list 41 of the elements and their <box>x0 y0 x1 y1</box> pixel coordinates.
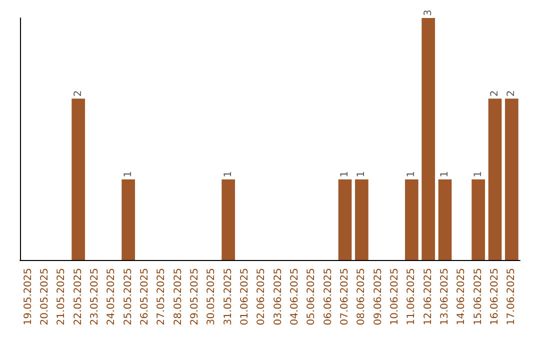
x-tick-label: 24.05.2025 <box>106 268 118 326</box>
x-tick-label: 08.06.2025 <box>356 268 368 326</box>
data-label: 1 <box>356 170 368 178</box>
x-tick-label: 01.06.2025 <box>240 268 250 326</box>
x-tick-label: 10.06.2025 <box>390 268 400 326</box>
x-tick-label: 16.06.2025 <box>490 268 500 326</box>
data-label: 2 <box>72 90 84 97</box>
data-label: 3 <box>422 10 434 16</box>
x-tick-label: 17.06.2025 <box>506 268 518 326</box>
data-label: 1 <box>222 170 234 178</box>
x-tick-label: 11.06.2025 <box>406 268 418 326</box>
x-tick-label: 03.06.2025 <box>272 268 284 326</box>
x-tick-label: 28.05.2025 <box>172 268 184 326</box>
data-label: 1 <box>440 170 450 178</box>
x-tick-label: 30.05.2025 <box>206 268 218 326</box>
data-label: 1 <box>472 170 484 178</box>
x-tick-label: 29.05.2025 <box>190 268 200 326</box>
x-tick-label: 23.05.2025 <box>90 268 100 326</box>
x-tick-label: 09.06.2025 <box>372 268 384 326</box>
x-tick-label: 06.06.2025 <box>322 268 334 326</box>
data-label: 1 <box>340 170 350 178</box>
data-label: 1 <box>122 170 134 178</box>
data-label: 1 <box>406 170 418 178</box>
x-tick-label: 25.05.2025 <box>122 268 134 326</box>
x-tick-label: 02.06.2025 <box>256 268 268 326</box>
data-label: 2 <box>490 90 500 97</box>
x-tick-label: 20.05.2025 <box>40 268 50 326</box>
x-tick-label: 22.05.2025 <box>72 268 84 326</box>
x-tick-label: 26.05.2025 <box>140 268 150 326</box>
x-tick-label: 31.05.2025 <box>222 268 234 326</box>
x-tick-label: 13.06.2025 <box>440 268 450 326</box>
x-tick-label: 12.06.2025 <box>422 268 434 326</box>
x-tick-label: 19.05.2025 <box>22 268 34 326</box>
x-tick-label: 07.06.2025 <box>340 268 350 326</box>
x-tick-label: 21.05.2025 <box>56 268 68 326</box>
x-tick-label: 14.06.2025 <box>456 268 468 326</box>
data-label: 2 <box>506 90 518 97</box>
x-tick-label: 05.06.2025 <box>306 268 318 326</box>
x-tick-label: 15.06.2025 <box>472 268 484 326</box>
x-tick-label: 27.05.2025 <box>156 268 168 326</box>
x-tick-label: 04.06.2025 <box>290 268 300 326</box>
